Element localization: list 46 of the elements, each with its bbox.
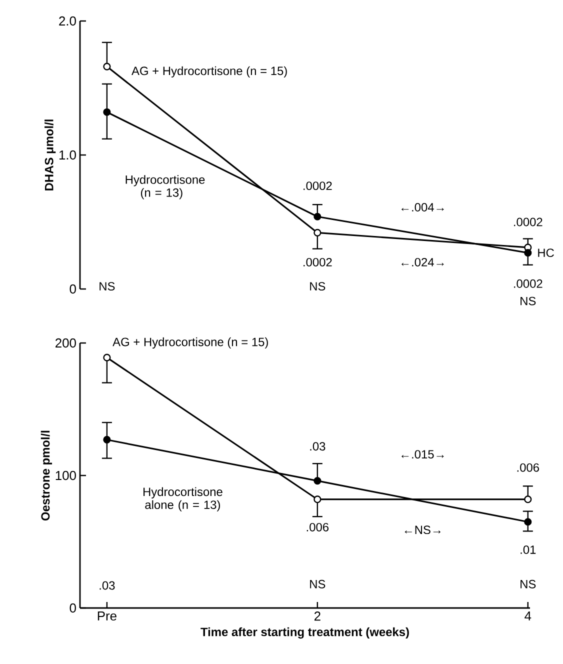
point [103, 62, 111, 70]
annotation: .01 [520, 545, 536, 554]
point [103, 354, 111, 362]
annotation: NS [310, 282, 326, 291]
annotation: .0002 [514, 218, 542, 226]
annotation: NS [100, 282, 115, 291]
annotation: ←.015→ [402, 450, 444, 459]
point [524, 518, 532, 526]
y-tick-label: 200 [56, 338, 76, 348]
point [314, 212, 322, 220]
annotation: .03 [100, 581, 115, 590]
annotation: NS [310, 580, 326, 588]
annotation: .0002 [304, 182, 332, 190]
annotation: ←.024→ [402, 258, 444, 266]
annotation: .03 [310, 442, 326, 451]
x-tick-label: 2 [314, 612, 320, 621]
annotation: .0002 [304, 258, 332, 266]
annotation: ←NS→ [404, 526, 440, 534]
point [524, 249, 532, 257]
annotation: NS [520, 580, 536, 588]
x-tick-label: Pre [98, 612, 116, 621]
y-tick-label: 2.0 [59, 16, 76, 26]
annotation: HC [538, 248, 554, 258]
y-tick-label: 0 [70, 284, 76, 294]
point [314, 228, 322, 236]
annotation: .0002 [514, 279, 542, 288]
x-axis-title: Time after starting treatment (weeks) [200, 627, 409, 639]
text: NS [520, 296, 536, 306]
point [314, 496, 322, 504]
point [524, 496, 532, 504]
y-axis-title: Oestrone pmol/l [40, 430, 52, 521]
series-label: AG + Hydrocortisone (n = 15) [132, 66, 287, 78]
series-label: Hydrocortisone (n = 13) [126, 175, 205, 200]
annotation: ←.004→ [402, 203, 444, 212]
y-tick-label: 100 [56, 470, 76, 480]
annotation: .006 [306, 522, 329, 532]
annotation: .006 [517, 463, 540, 472]
point [103, 108, 111, 116]
y-tick-label: 1.0 [59, 150, 76, 160]
y-tick-label: 0 [70, 603, 76, 613]
point [103, 436, 111, 444]
y-axis-title: DHAS μmol/l [44, 120, 56, 190]
x-tick-label: 4 [524, 612, 532, 620]
point [314, 477, 322, 485]
text: Hydrocortisone alone (n = 13) [143, 487, 222, 512]
series-label: AG + Hydrocortisone (n = 15) [112, 337, 268, 349]
